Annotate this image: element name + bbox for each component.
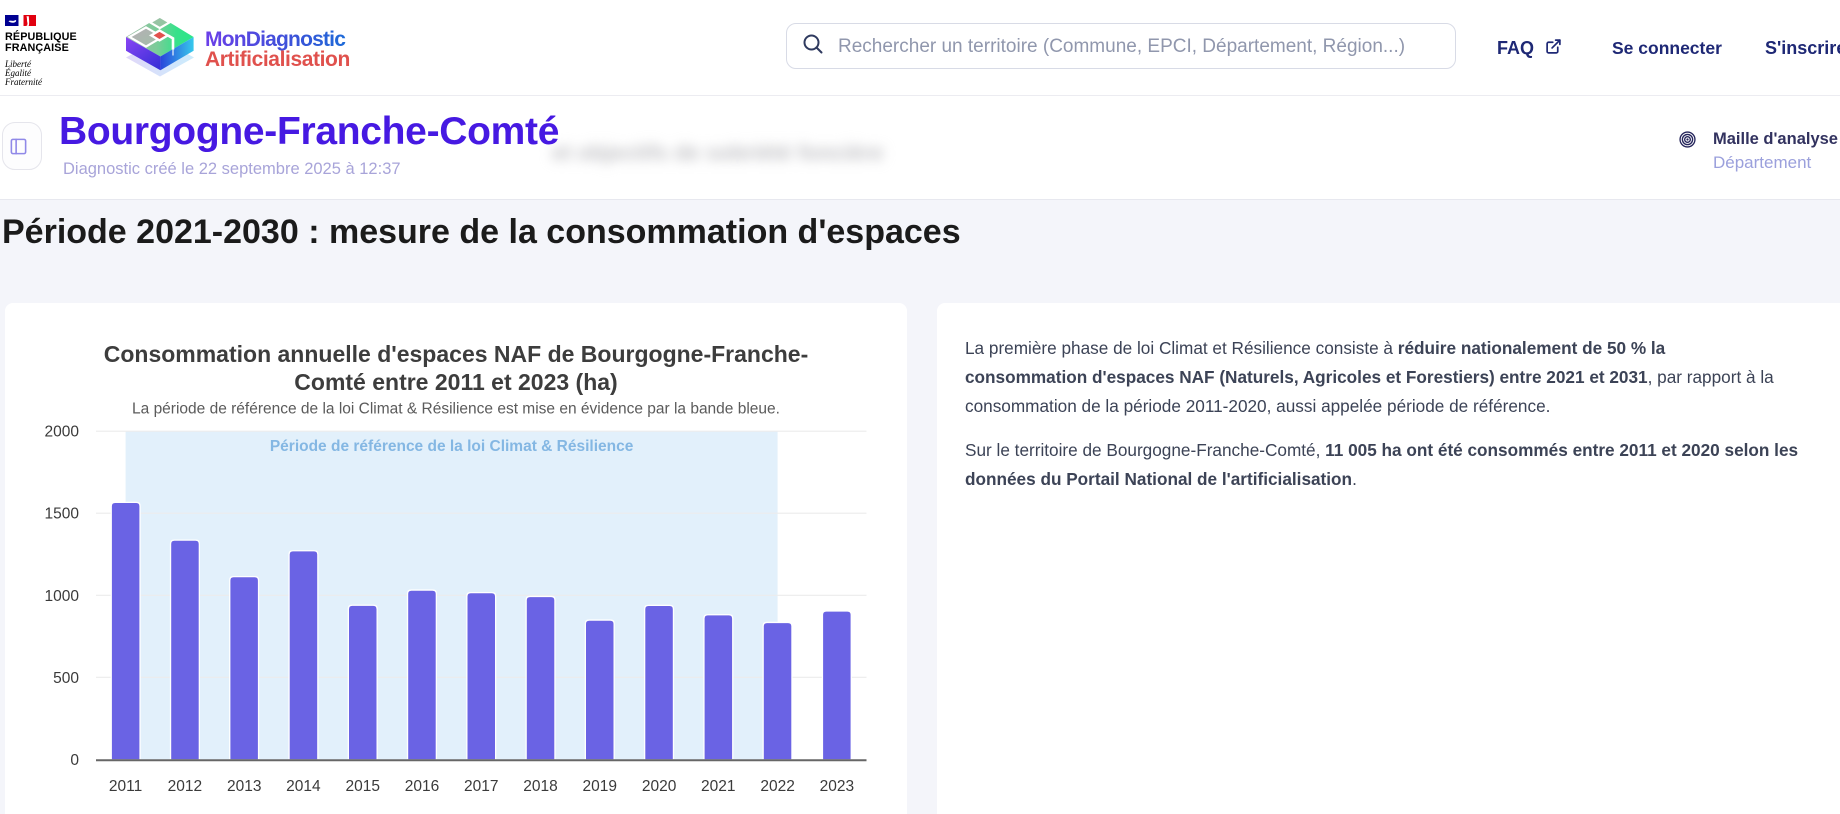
svg-text:0: 0 xyxy=(70,752,79,769)
svg-text:2016: 2016 xyxy=(405,778,439,795)
svg-text:La période de référence de la: La période de référence de la loi Climat… xyxy=(132,401,780,418)
svg-text:2014: 2014 xyxy=(286,778,321,795)
svg-text:Comté entre 2011 et 2023 (ha): Comté entre 2011 et 2023 (ha) xyxy=(294,369,617,395)
svg-text:Consommation annuelle d'espace: Consommation annuelle d'espaces NAF de B… xyxy=(104,341,809,367)
svg-text:2013: 2013 xyxy=(227,778,261,795)
svg-text:2018: 2018 xyxy=(523,778,557,795)
svg-text:2012: 2012 xyxy=(168,778,202,795)
svg-text:2011: 2011 xyxy=(109,778,142,795)
svg-text:2015: 2015 xyxy=(345,778,379,795)
svg-text:1500: 1500 xyxy=(45,506,80,523)
svg-text:2017: 2017 xyxy=(464,778,498,795)
svg-text:MonDiagnostic: MonDiagnostic xyxy=(205,28,346,51)
svg-text:1000: 1000 xyxy=(45,588,80,605)
svg-text:500: 500 xyxy=(53,670,79,687)
svg-text:2021: 2021 xyxy=(701,778,735,795)
svg-text:2023: 2023 xyxy=(820,778,854,795)
svg-text:Période de référence de la loi: Période de référence de la loi Climat & … xyxy=(270,438,634,455)
svg-text:Artificialisation: Artificialisation xyxy=(205,48,350,71)
svg-text:2000: 2000 xyxy=(45,424,80,441)
svg-text:2020: 2020 xyxy=(642,778,677,795)
svg-text:2019: 2019 xyxy=(583,778,617,795)
svg-text:2022: 2022 xyxy=(760,778,794,795)
